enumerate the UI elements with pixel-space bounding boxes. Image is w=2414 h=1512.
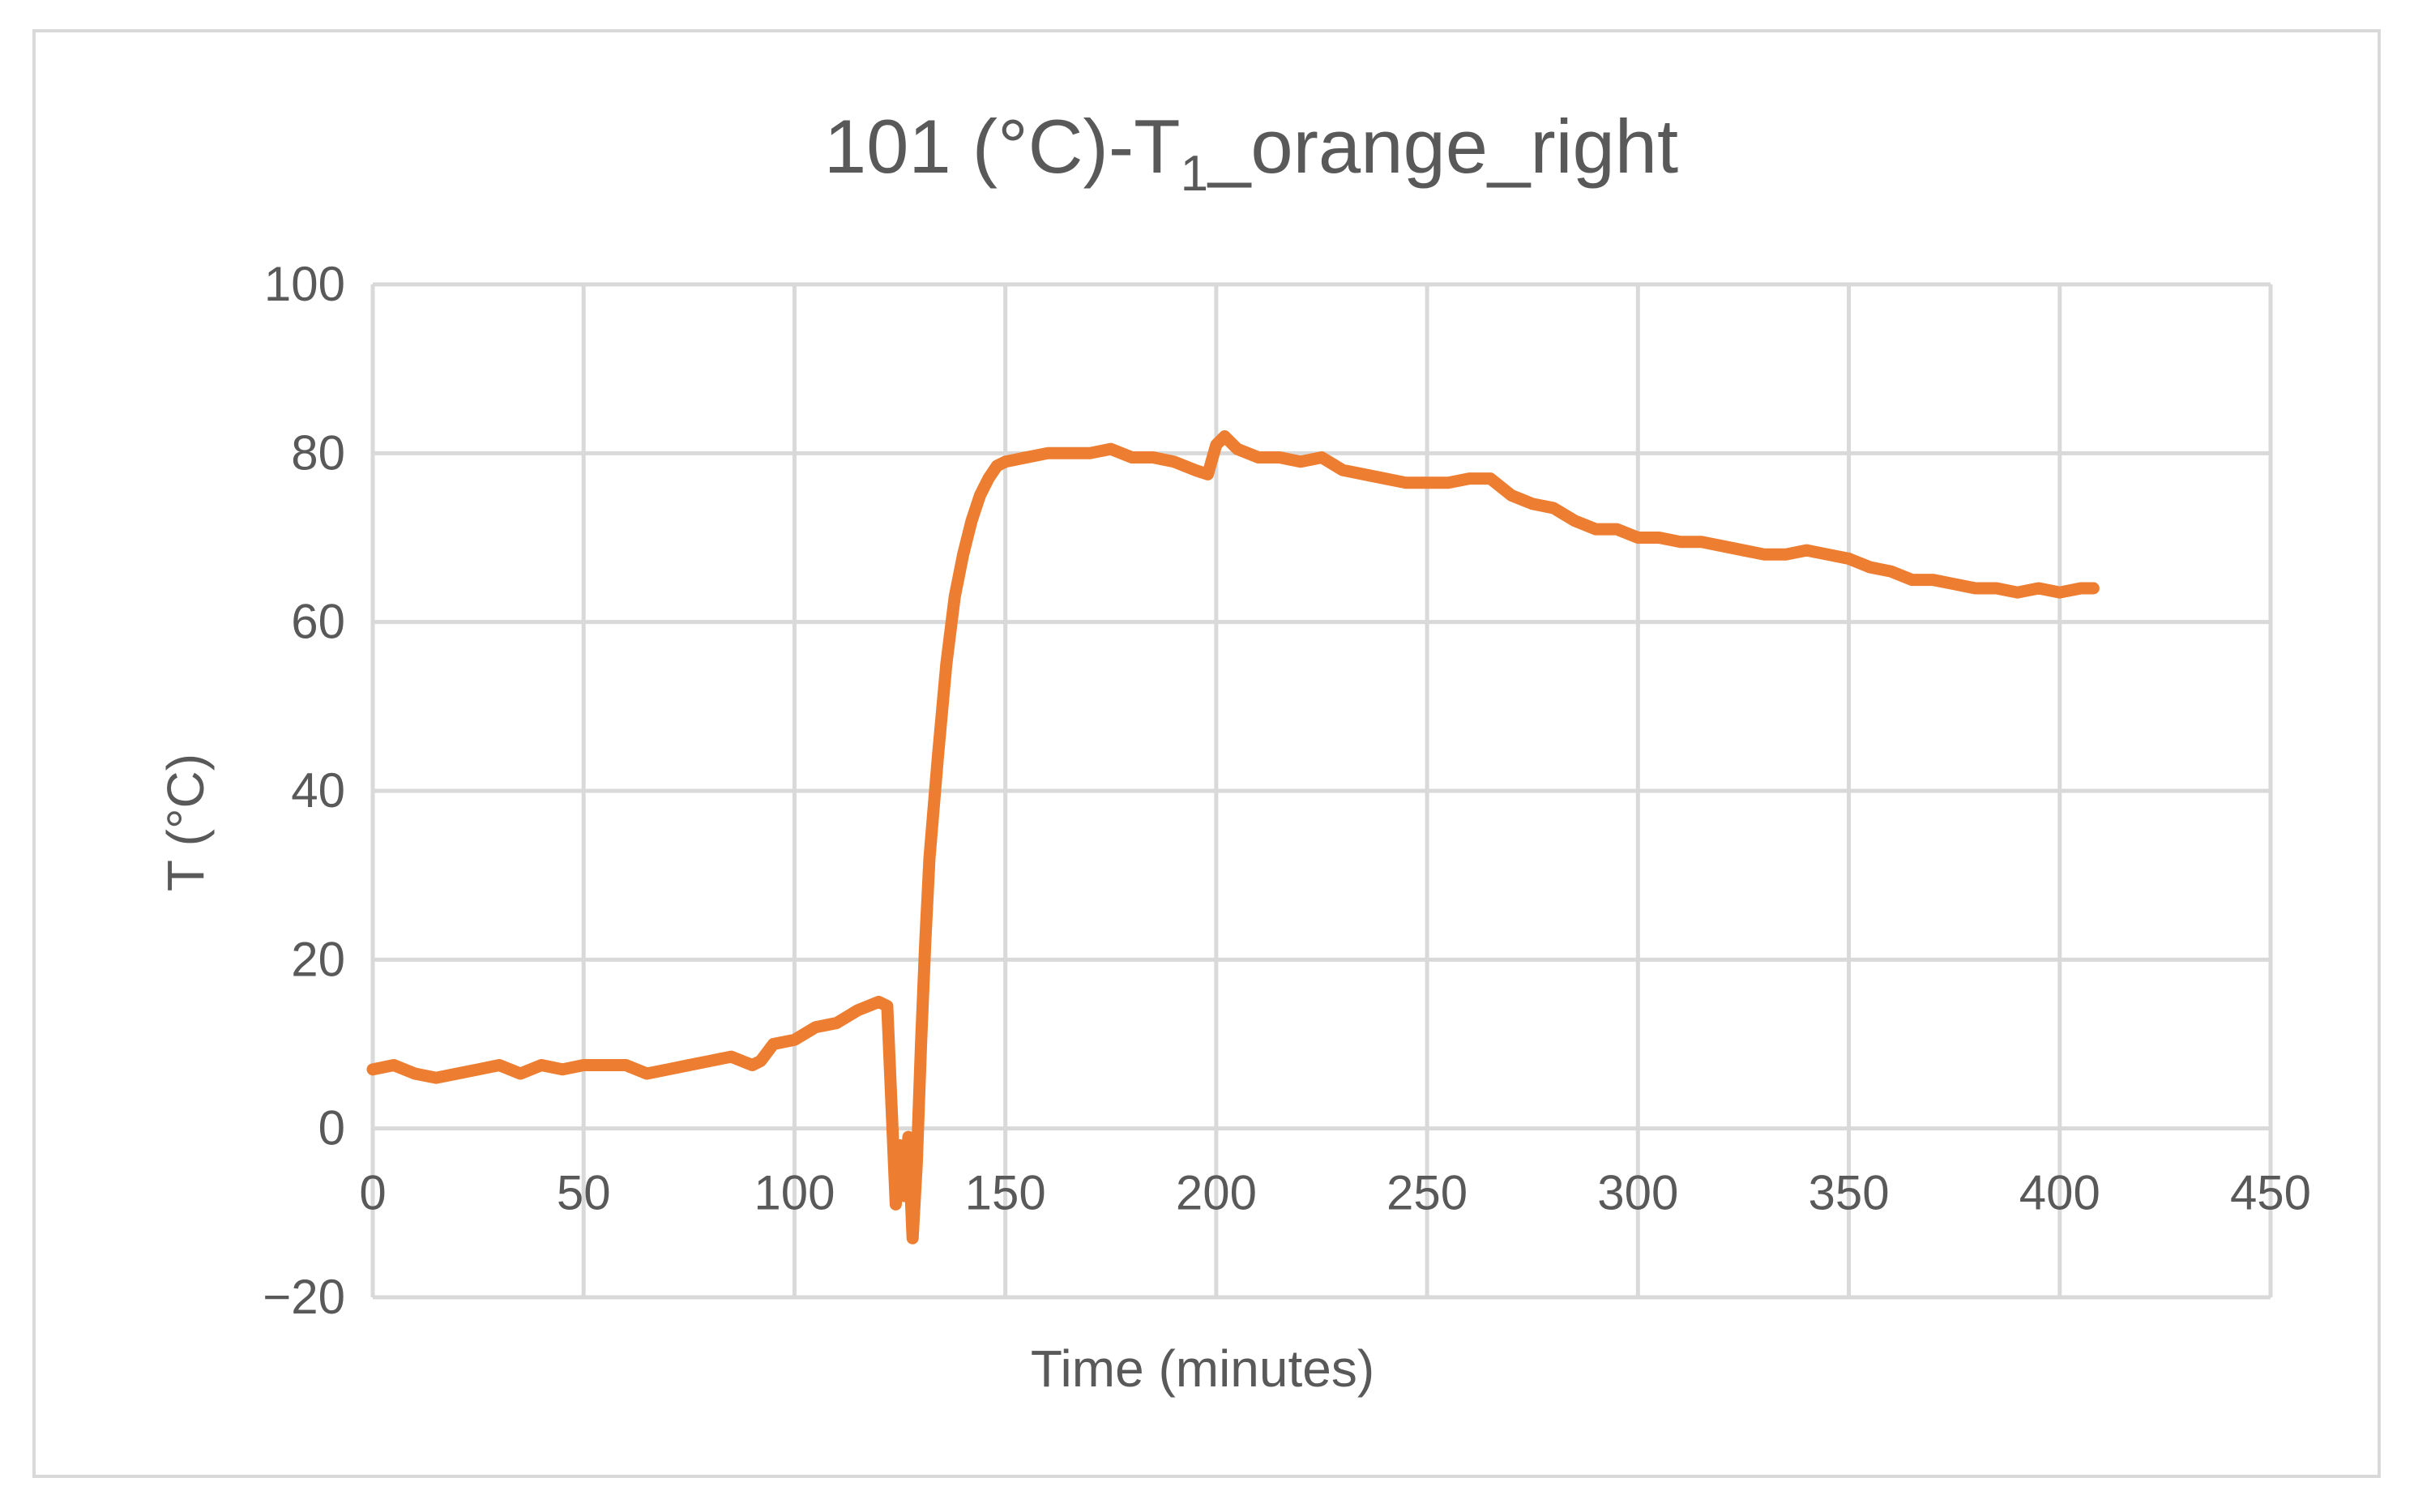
y-axis-label: T (°C) [156,754,215,891]
grid-layer [370,282,2273,1300]
chart-title: 101 (°C)-T1_orange_right [824,104,1678,202]
y-tick-label: 0 [318,1101,345,1155]
y-tick-label: −20 [263,1270,345,1324]
y-tick-label: 100 [264,257,345,311]
x-tick-label: 0 [359,1166,386,1220]
chart-title-suffix: _orange_right [1207,104,1678,189]
y-tick-label: 80 [291,425,345,480]
chart-title-prefix: 101 (°C)-T [824,104,1181,189]
x-tick-label: 350 [1809,1166,1890,1220]
x-tick-label: 400 [2019,1166,2100,1220]
x-tick-label: 250 [1386,1166,1468,1220]
y-tick-label: 60 [291,595,345,649]
chart-svg: 101 (°C)-T1_orange_right 100806040200−20… [156,104,2311,1398]
x-axis-label: Time (minutes) [1031,1339,1374,1398]
x-tick-label: 300 [1597,1166,1678,1220]
x-tick-label: 150 [965,1166,1046,1220]
x-tick-label: 200 [1176,1166,1257,1220]
chart-frame: 101 (°C)-T1_orange_right 100 80 60 40 20 0 −20… [32,29,2381,1478]
y-tick-label: 20 [291,932,345,986]
x-tick-label: 450 [2230,1166,2311,1220]
x-tick-label: 100 [754,1166,835,1220]
y-tick-label: 40 [291,763,345,818]
series-line [366,430,2100,1245]
x-tick-label: 50 [557,1166,611,1220]
series-layer [366,430,2100,1245]
chart-title-subscript: 1 [1181,146,1208,202]
